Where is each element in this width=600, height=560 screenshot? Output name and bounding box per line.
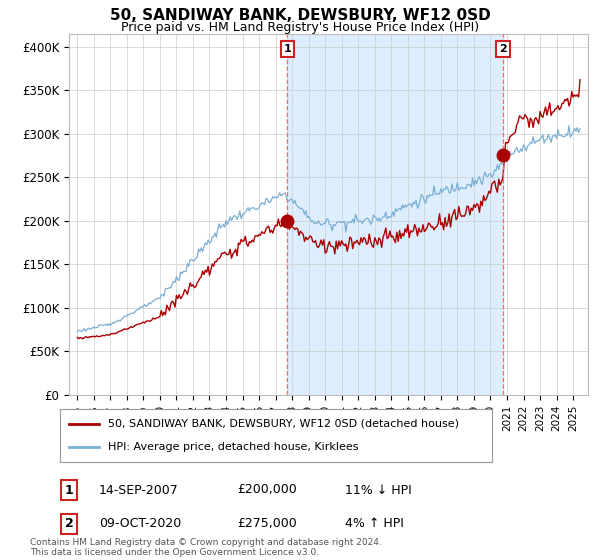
Text: 1: 1 <box>283 44 291 54</box>
Text: 50, SANDIWAY BANK, DEWSBURY, WF12 0SD (detached house): 50, SANDIWAY BANK, DEWSBURY, WF12 0SD (d… <box>107 419 458 429</box>
Text: HPI: Average price, detached house, Kirklees: HPI: Average price, detached house, Kirk… <box>107 442 358 452</box>
Text: 11% ↓ HPI: 11% ↓ HPI <box>345 483 412 497</box>
Text: 1: 1 <box>65 483 73 497</box>
Text: 09-OCT-2020: 09-OCT-2020 <box>99 517 181 530</box>
Text: £275,000: £275,000 <box>237 517 297 530</box>
Text: Contains HM Land Registry data © Crown copyright and database right 2024.
This d: Contains HM Land Registry data © Crown c… <box>30 538 382 557</box>
Text: 14-SEP-2007: 14-SEP-2007 <box>99 483 179 497</box>
Text: 4% ↑ HPI: 4% ↑ HPI <box>345 517 404 530</box>
Text: 2: 2 <box>65 517 73 530</box>
Bar <box>287 34 503 395</box>
Text: £200,000: £200,000 <box>237 483 297 497</box>
Text: 2: 2 <box>499 44 507 54</box>
Text: 50, SANDIWAY BANK, DEWSBURY, WF12 0SD: 50, SANDIWAY BANK, DEWSBURY, WF12 0SD <box>110 8 490 24</box>
Text: Price paid vs. HM Land Registry's House Price Index (HPI): Price paid vs. HM Land Registry's House … <box>121 21 479 34</box>
